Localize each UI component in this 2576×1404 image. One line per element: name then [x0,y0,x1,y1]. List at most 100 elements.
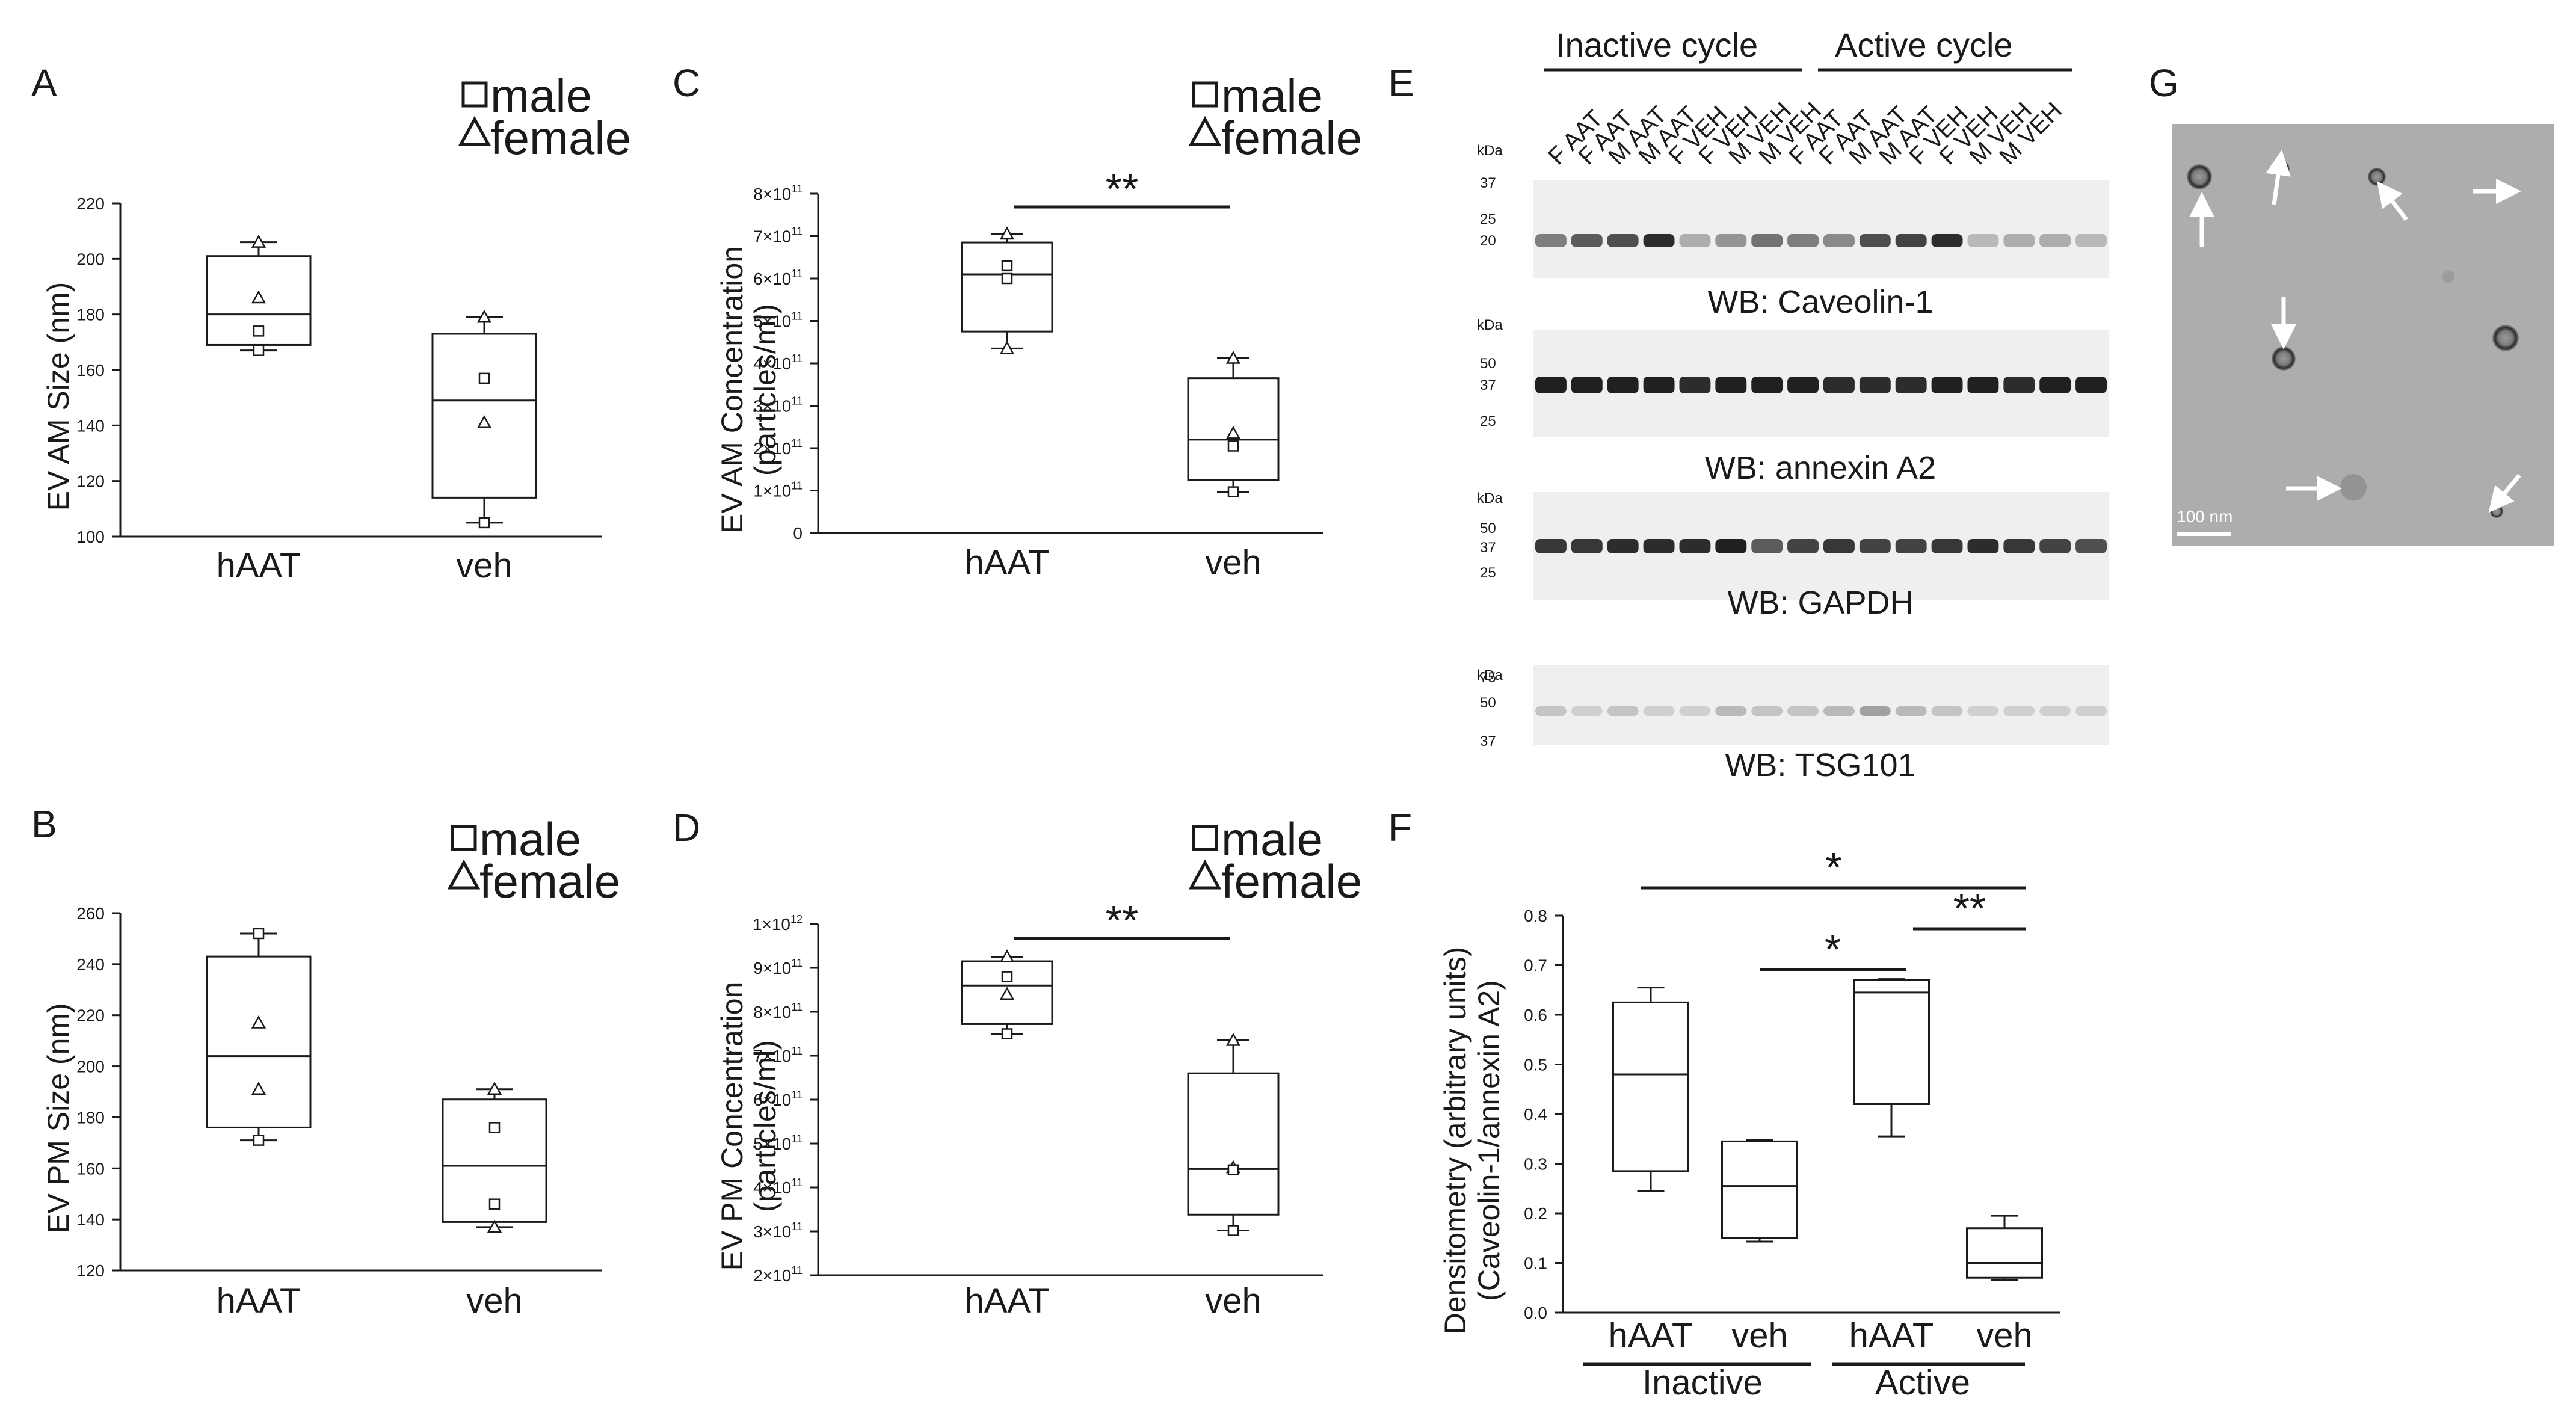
point-male [1001,260,1013,272]
y-axis-label: EV PM Size (nm) [42,1003,75,1233]
point-female [487,1082,502,1095]
x-tick-label: veh [1205,543,1262,582]
point-male [253,928,265,940]
significance-label: * [1825,844,1841,891]
blot-band [2039,539,2071,553]
y-tick-label: 160 [76,361,105,380]
blot-band [1679,234,1711,247]
blot-band [1967,377,1999,393]
blot-band [2075,234,2107,247]
y-tick-label: 200 [76,250,105,268]
marker-label: 75 [1480,670,1496,686]
vesicle [2492,325,2519,351]
marker-label: 37 [1480,377,1496,393]
arrow-icon [2266,150,2291,205]
point-female [999,226,1015,240]
panel-letter-e: E [1388,61,1414,105]
blot-membrane [1533,180,2109,278]
blot-band [1931,539,1963,553]
point-female [487,1219,502,1233]
box-veh [1721,1139,1798,1243]
blot-band [1643,234,1675,247]
point-female [999,987,1015,1000]
y-tick-label: 5×1011 [753,1133,803,1153]
y-tick-label: 6×1011 [753,268,803,288]
blot-band [1607,539,1639,553]
blot-band [1823,377,1855,393]
legend-triangle-icon [458,115,491,146]
box-haat [206,928,312,1146]
y-tick-label: 2×1011 [753,437,803,458]
box-haat [1853,978,1930,1138]
x-tick-label: hAAT [1609,1316,1693,1355]
significance-label: * [1825,926,1841,973]
blot-membrane [1533,665,2109,745]
legend-triangle-icon [1188,859,1222,890]
legend-square-icon [1192,81,1218,108]
blot-band [1535,706,1567,716]
box-haat [961,226,1053,354]
box-iqr [206,955,312,1128]
blot-band [1571,377,1603,393]
legend-a: male female [458,69,631,164]
y-tick-label: 0.0 [1524,1304,1547,1322]
marker-label: 25 [1480,211,1496,227]
y-tick-label: 7×1011 [753,226,803,246]
panel-letter-c: C [673,61,700,105]
point-female [251,235,267,248]
box-veh [1187,350,1280,497]
box-iqr [1721,1140,1798,1239]
blot-band [1859,539,1891,553]
blot-band [1571,539,1603,553]
y-tick-label: 0.7 [1524,956,1547,975]
blot-band [2039,234,2071,247]
blot-band [1787,706,1819,716]
point-male [1227,486,1239,497]
x-tick-label: hAAT [965,1281,1050,1320]
box-haat [961,949,1053,1039]
box-haat [206,235,312,356]
blot-band [1607,377,1639,393]
y-tick-label: 8×1011 [753,1001,803,1021]
blot-band [1679,706,1711,716]
blot-band [1787,377,1819,393]
blot-band [1967,706,1999,716]
legend-female: female [1221,111,1362,164]
x-tick-label: veh [1976,1316,2033,1355]
y-tick-label: 0 [793,524,803,543]
blot-band [1571,234,1603,247]
y-tick-label: 200 [76,1058,105,1076]
blot-band [2075,377,2107,393]
blot-band [1967,539,1999,553]
blot-band [1715,377,1747,393]
y-tick-label: 9×1011 [753,957,803,978]
significance-label: ** [1106,165,1138,212]
chart-f: 0.0 0.1 0.2 0.3 0.4 0.5 0.6 0.7 0.8 Densitometry … [1438,844,2060,1402]
blot-band [2039,377,2071,393]
x-tick-label: veh [1205,1281,1262,1320]
point-female [1225,425,1241,439]
blot-band [1751,539,1783,553]
blot-band [1679,539,1711,553]
scale-bar-label: 100 nm [2177,507,2232,526]
marker-label: 50 [1480,520,1496,537]
y-tick-label: 100 [76,528,105,546]
y-axis-label: Densitometry (arbitrary units) [1438,947,1472,1335]
legend-c: male female [1188,69,1362,164]
legend-square-icon [461,81,488,108]
blot-band [1967,234,1999,247]
y-axis-label: EV AM Size (nm) [42,282,75,511]
point-female [999,949,1015,962]
blot-band [1859,234,1891,247]
y-tick-label: 2×1011 [753,1264,803,1285]
point-male [488,1122,501,1133]
chart-b: 120 140 160 180 200 220 240 260 EV PM Size (nm) h… [42,904,602,1320]
point-female [251,1015,267,1029]
box-iqr [1612,1001,1689,1172]
box-iqr [1853,979,1930,1105]
y-tick-label: 3×1011 [753,1221,803,1241]
legend-b: male female [447,813,620,908]
panel-letter-g: G [2149,61,2179,105]
significance-label: ** [1953,885,1986,932]
blot-band [1535,234,1567,247]
